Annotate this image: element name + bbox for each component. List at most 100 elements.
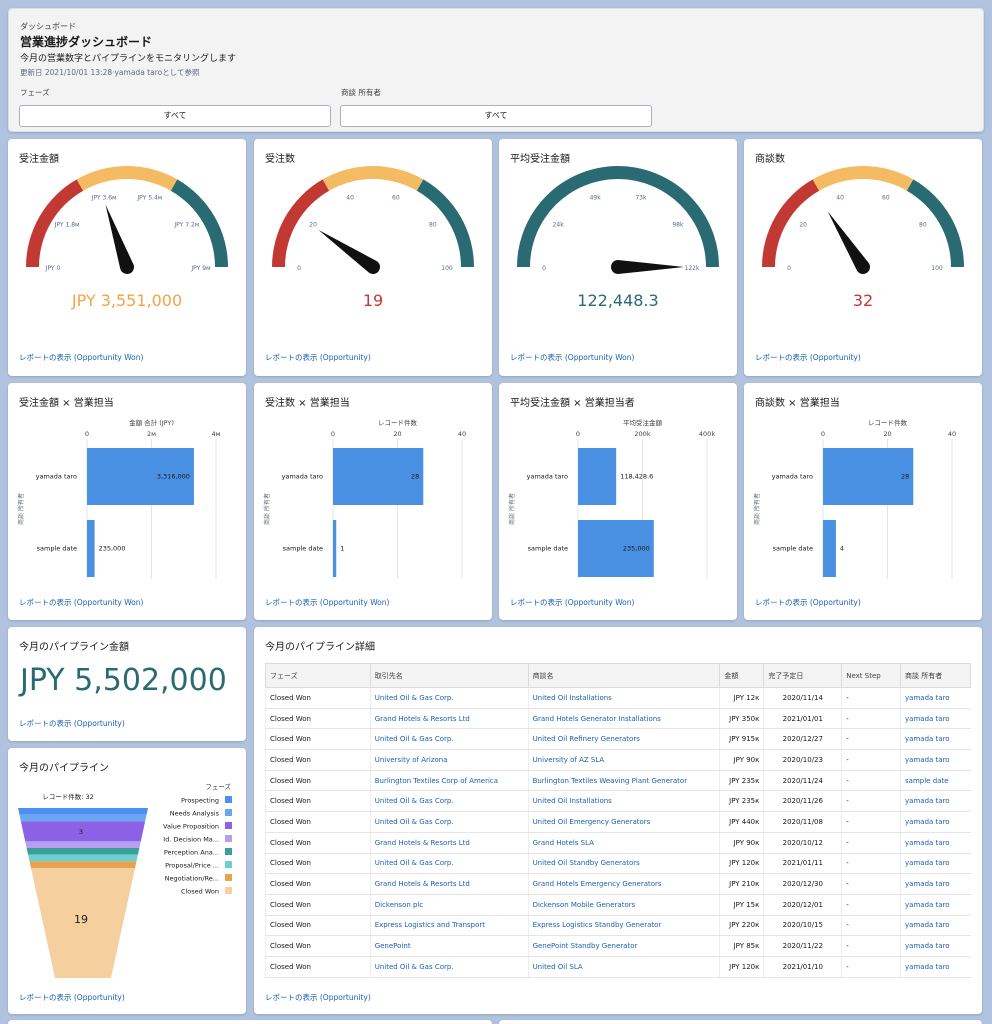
next-step-cell: - — [841, 894, 901, 916]
filter-owner-button[interactable]: すべて — [340, 105, 652, 127]
owner-link[interactable]: sample date — [900, 770, 971, 792]
bar[interactable] — [87, 520, 95, 577]
report-link[interactable]: レポートの表示 (Opportunity) — [265, 993, 371, 1002]
y-axis-label: 商談 所有者 — [753, 493, 761, 525]
legend-item[interactable]: Proposal/Price ... — [165, 862, 219, 870]
account-link[interactable]: Dickenson plc — [369, 894, 529, 916]
opportunity-link[interactable]: Grand Hotels SLA — [527, 832, 720, 854]
legend-item[interactable]: Needs Analysis — [170, 810, 220, 818]
account-link[interactable]: GenePoint — [369, 935, 529, 957]
report-link[interactable]: レポートの表示 (Opportunity) — [19, 719, 125, 728]
axis-tick-label: 200k — [634, 430, 650, 438]
gauge-card-avg-amount: 平均受注金額 0 24k 49k 73k 98k 122k 122,448.3 レポートの… — [499, 139, 737, 376]
owner-link[interactable]: yamada taro — [900, 915, 971, 937]
account-link[interactable]: United Oil & Gas Corp. — [369, 956, 529, 978]
owner-link[interactable]: yamada taro — [900, 687, 971, 709]
data-label: 235,000 — [623, 545, 650, 553]
bar[interactable] — [578, 448, 617, 505]
funnel-segment[interactable] — [19, 814, 147, 822]
opportunity-link[interactable]: United Oil Refinery Generators — [527, 728, 720, 751]
legend-item[interactable]: Id. Decision Ma... — [163, 836, 219, 844]
opportunity-link[interactable]: University of AZ SLA — [527, 749, 720, 771]
owner-link[interactable]: yamada taro — [900, 853, 971, 875]
gauge-band-teal — [170, 179, 228, 267]
column-header[interactable]: 商談名 — [527, 663, 721, 688]
legend-item[interactable]: Prospecting — [181, 797, 219, 805]
report-link[interactable]: レポートの表示 (Opportunity) — [265, 353, 371, 362]
breadcrumb[interactable]: ダッシュボード — [20, 22, 76, 31]
bar[interactable] — [333, 520, 337, 577]
account-link[interactable]: United Oil & Gas Corp. — [369, 853, 529, 875]
owner-link[interactable]: yamada taro — [900, 956, 971, 978]
account-link[interactable]: Express Logistics and Transport — [369, 915, 529, 937]
owner-link[interactable]: yamada taro — [900, 873, 971, 895]
opportunity-link[interactable]: United Oil Standby Generators — [527, 853, 720, 875]
account-link[interactable]: Grand Hotels & Resorts Ltd — [369, 873, 529, 895]
category-label: yamada taro — [36, 473, 77, 481]
gauge-tick-label: 98k — [672, 222, 684, 229]
amount-cell: JPY 120к — [719, 853, 764, 875]
filter-phase-button[interactable]: すべて — [19, 105, 331, 127]
column-header[interactable]: 金額 — [719, 663, 765, 688]
opportunity-link[interactable]: Express Logistics Standby Generator — [527, 915, 720, 937]
legend-item[interactable]: Negotiation/Re... — [165, 875, 219, 883]
funnel-segment[interactable] — [28, 854, 138, 862]
report-link[interactable]: レポートの表示 (Opportunity Won) — [510, 598, 635, 607]
owner-link[interactable]: yamada taro — [900, 935, 971, 957]
bar[interactable] — [333, 448, 424, 505]
account-link[interactable]: United Oil & Gas Corp. — [369, 790, 529, 813]
data-label: 4 — [840, 545, 844, 553]
owner-link[interactable]: yamada taro — [900, 811, 971, 833]
funnel-segment[interactable] — [29, 861, 137, 868]
bar[interactable] — [823, 520, 836, 577]
legend-item[interactable]: Perception Ana... — [164, 849, 219, 857]
account-link[interactable]: Grand Hotels & Resorts Ltd — [369, 708, 529, 730]
account-link[interactable]: Burlington Textiles Corp of America — [369, 770, 529, 792]
owner-link[interactable]: yamada taro — [900, 832, 971, 854]
bar[interactable] — [823, 448, 914, 505]
owner-link[interactable]: yamada taro — [900, 708, 971, 730]
column-header[interactable]: フェーズ — [265, 663, 371, 688]
bar[interactable] — [87, 448, 194, 505]
bar[interactable] — [578, 520, 654, 577]
owner-link[interactable]: yamada taro — [900, 894, 971, 916]
opportunity-link[interactable]: Burlington Textiles Weaving Plant Genera… — [527, 770, 720, 792]
report-link[interactable]: レポートの表示 (Opportunity Won) — [510, 353, 635, 362]
next-step-cell: - — [841, 728, 901, 751]
owner-link[interactable]: yamada taro — [900, 749, 971, 771]
report-link[interactable]: レポートの表示 (Opportunity Won) — [19, 353, 144, 362]
account-link[interactable]: University of Arizona — [369, 749, 529, 771]
funnel-segment[interactable] — [20, 821, 146, 842]
account-link[interactable]: Grand Hotels & Resorts Ltd — [369, 832, 529, 854]
opportunity-link[interactable]: Dickenson Mobile Generators — [527, 894, 720, 916]
account-link[interactable]: United Oil & Gas Corp. — [369, 728, 529, 751]
column-header[interactable]: 商談 所有者 — [900, 663, 971, 688]
funnel-segment[interactable] — [25, 841, 141, 848]
funnel-segment[interactable] — [30, 868, 136, 978]
owner-link[interactable]: yamada taro — [900, 728, 971, 751]
report-link[interactable]: レポートの表示 (Opportunity) — [19, 993, 125, 1002]
opportunity-link[interactable]: United Oil Installations — [527, 687, 720, 709]
legend-swatch — [225, 796, 232, 803]
opportunity-link[interactable]: Grand Hotels Emergency Generators — [527, 873, 720, 895]
report-link[interactable]: レポートの表示 (Opportunity Won) — [19, 598, 144, 607]
owner-link[interactable]: yamada taro — [900, 790, 971, 813]
report-link[interactable]: レポートの表示 (Opportunity) — [755, 353, 861, 362]
funnel-segment[interactable] — [18, 808, 148, 815]
account-link[interactable]: United Oil & Gas Corp. — [369, 811, 529, 833]
column-header[interactable]: 取引先名 — [369, 663, 529, 688]
opportunity-link[interactable]: Grand Hotels Generator Installations — [527, 708, 720, 730]
funnel-segment[interactable] — [26, 848, 140, 855]
column-header[interactable]: 完了予定日 — [763, 663, 843, 688]
report-link[interactable]: レポートの表示 (Opportunity) — [755, 598, 861, 607]
opportunity-link[interactable]: United Oil Installations — [527, 790, 720, 813]
account-link[interactable]: United Oil & Gas Corp. — [369, 687, 529, 709]
opportunity-link[interactable]: GenePoint Standby Generator — [527, 935, 720, 957]
opportunity-link[interactable]: United Oil SLA — [527, 956, 720, 978]
legend-item[interactable]: Value Proposition — [163, 823, 219, 831]
legend-item[interactable]: Closed Won — [181, 888, 219, 896]
column-header[interactable]: Next Step — [841, 663, 902, 688]
gauge-band-amber — [812, 166, 914, 191]
opportunity-link[interactable]: United Oil Emergency Generators — [527, 811, 720, 833]
report-link[interactable]: レポートの表示 (Opportunity Won) — [265, 598, 390, 607]
